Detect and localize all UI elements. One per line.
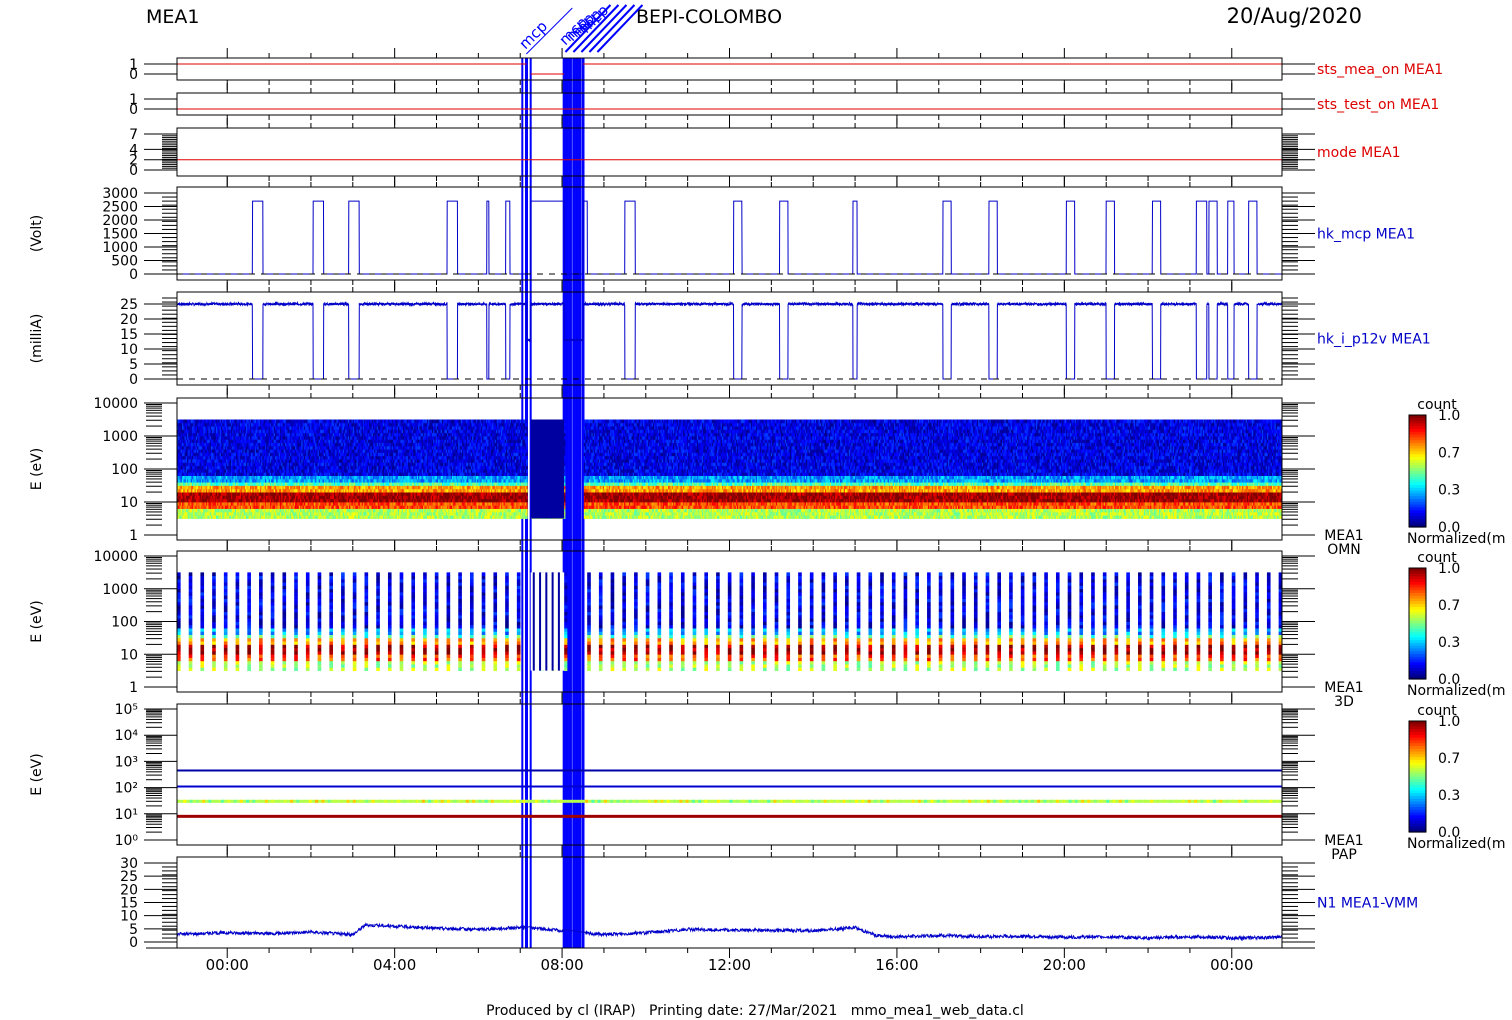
panel-frame xyxy=(177,93,1282,115)
y-tick-label: 15 xyxy=(120,327,138,343)
panel-sts-mea-on-mea1: 01 sts_mea_on MEA1 xyxy=(129,48,1443,90)
panel-frame xyxy=(177,128,1282,176)
panel-name: sts_mea_on MEA1 xyxy=(1317,62,1443,78)
series-line xyxy=(177,303,1282,379)
panel-plot-area xyxy=(177,303,1282,379)
panel-frame xyxy=(177,187,1282,280)
y-tick-label: 5 xyxy=(129,357,138,373)
panel-name: mode MEA1 xyxy=(1317,145,1401,161)
y-axis-label: (Volt) xyxy=(29,215,45,252)
footer-credit: Produced by cl (IRAP) Printing date: 27/… xyxy=(486,1003,1024,1019)
panel-name: sts_test_on MEA1 xyxy=(1317,97,1439,113)
y-tick-label: 10 xyxy=(120,342,138,358)
panel-sts-test-on-mea1: 01 sts_test_on MEA1 xyxy=(129,83,1439,125)
panel-frame xyxy=(177,292,1282,385)
panel-frame xyxy=(177,58,1282,80)
event-band xyxy=(573,58,579,948)
panel-plot-area xyxy=(177,201,1282,274)
header-mission: BEPI-COLOMBO xyxy=(636,6,782,28)
y-tick-label: 25 xyxy=(120,297,138,313)
panel-plot-area xyxy=(177,420,1282,519)
panel-name: hk_i_p12v MEA1 xyxy=(1317,332,1431,348)
series-line xyxy=(177,201,1282,274)
y-tick-label: 20 xyxy=(120,312,138,328)
y-tick-label: 0 xyxy=(129,372,138,388)
y-tick-label: 1 xyxy=(129,92,138,108)
panel-plot-area xyxy=(177,64,1282,74)
y-axis-label: (milliA) xyxy=(29,314,45,364)
header-instrument: MEA1 xyxy=(146,6,199,28)
y-tick-label: 7 xyxy=(129,127,138,143)
header-date: 20/Aug/2020 xyxy=(1227,4,1362,28)
y-tick-label: 1 xyxy=(129,57,138,73)
panel-mea1-omn: count0.00.30.71.0Normalized(m11010010001… xyxy=(29,388,1506,558)
panel-name: hk_mcp MEA1 xyxy=(1317,227,1415,243)
y-tick-label: 4 xyxy=(129,142,138,158)
y-tick-label: 3000 xyxy=(102,186,138,202)
